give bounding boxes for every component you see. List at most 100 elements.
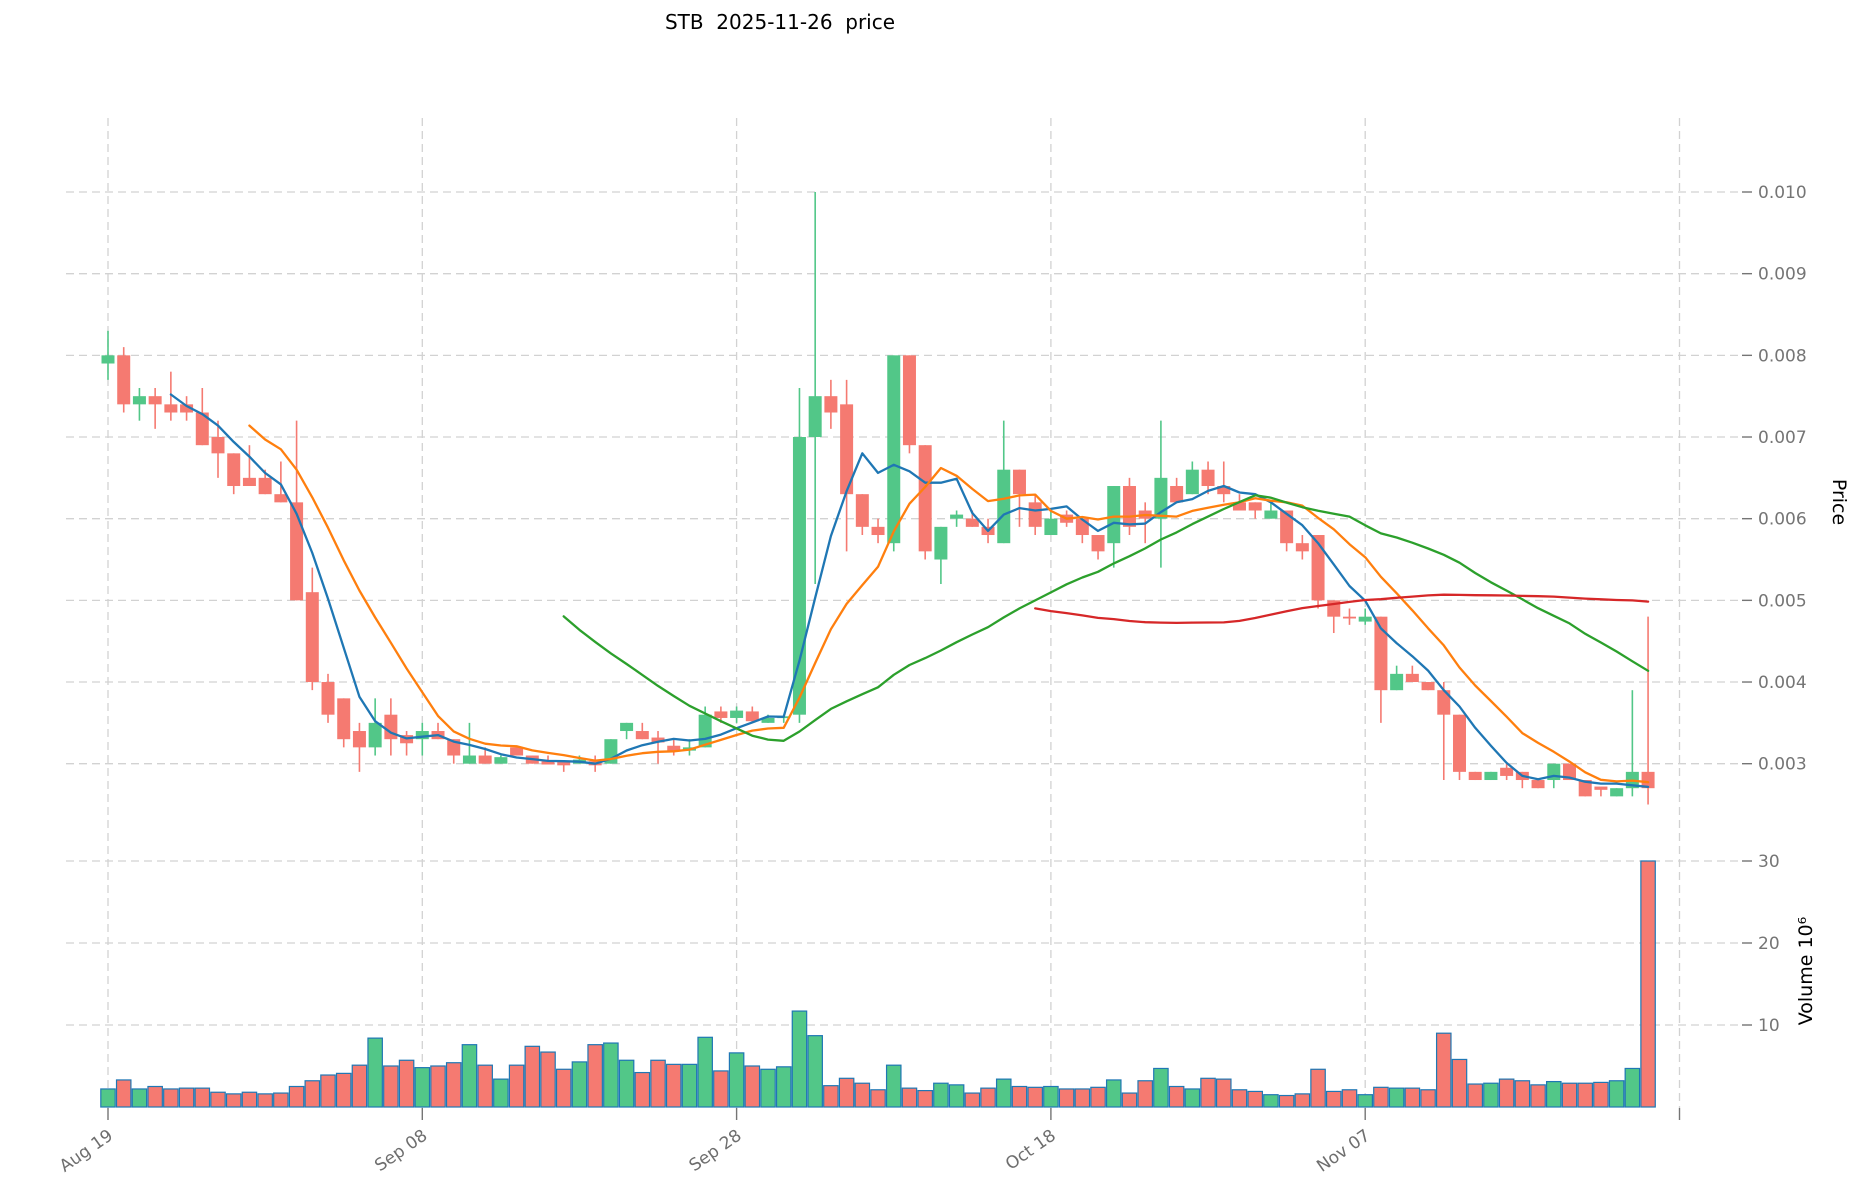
candle-body [714, 711, 728, 718]
volume-bar [477, 1064, 493, 1108]
volume-bar [681, 1063, 698, 1108]
candle-body [305, 592, 319, 683]
price-tick-label: 0.004 [1758, 673, 1807, 693]
volume-bar [1373, 1086, 1389, 1108]
candle-body [918, 445, 932, 552]
candle-body [1217, 486, 1231, 495]
volume-bar [1388, 1087, 1405, 1108]
candle-body [242, 477, 256, 487]
candle-body [258, 477, 272, 495]
candle-body [997, 469, 1011, 544]
volume-bar [1058, 1088, 1075, 1108]
volume-bars [100, 860, 1656, 1108]
candle-body [871, 526, 885, 536]
candle-body [1075, 518, 1089, 536]
volume-bar [1451, 1058, 1468, 1108]
candle-body [290, 502, 304, 601]
candle-body [1295, 543, 1309, 552]
volume-bar [1278, 1094, 1295, 1108]
volume-bar [1105, 1079, 1122, 1108]
volume-bar [1357, 1094, 1373, 1108]
ma-30-polyline [562, 494, 1650, 742]
candle-body [117, 355, 131, 405]
volume-bar [964, 1092, 981, 1108]
price-tick-label: 0.006 [1758, 510, 1807, 530]
candle-body [1232, 502, 1246, 511]
volume-bar [1404, 1087, 1421, 1108]
candle-body [824, 396, 838, 413]
chart-title: STB 2025-11-26 price [664, 10, 896, 34]
volume-bar [1090, 1086, 1106, 1108]
candle-body [1531, 780, 1545, 789]
candle-body [1264, 510, 1278, 519]
volume-bar [870, 1089, 886, 1108]
candle-body [1107, 486, 1121, 544]
volume-bar [760, 1068, 776, 1108]
ma-10-polyline [248, 424, 1650, 784]
volume-bar [335, 1072, 352, 1108]
price-tick-label: 0.010 [1758, 183, 1807, 203]
volume-bar [980, 1087, 996, 1108]
candle-body [1610, 788, 1624, 797]
candle-body [1641, 771, 1655, 789]
candle-body [274, 494, 288, 503]
volume-bar [1215, 1078, 1232, 1108]
volume-bar [1593, 1081, 1609, 1108]
volume-bar [744, 1065, 761, 1108]
volume-bar [1640, 860, 1656, 1108]
candle-body [1484, 771, 1498, 781]
candle-body [180, 404, 194, 413]
volume-bar [1263, 1094, 1279, 1108]
volume-bar [1137, 1080, 1153, 1108]
candle-body [1122, 486, 1136, 527]
volume-bar [1577, 1082, 1594, 1108]
volume-bar [948, 1084, 965, 1108]
volume-bar [1483, 1082, 1499, 1108]
candle-body [1185, 469, 1199, 495]
volume-bar [383, 1065, 399, 1108]
volume-bar [571, 1061, 588, 1108]
volume-bar [917, 1089, 933, 1108]
candle-body [1044, 518, 1058, 536]
volume-bar [775, 1066, 792, 1108]
price-tick-label: 0.007 [1758, 428, 1807, 448]
volume-bar [1184, 1088, 1201, 1108]
volume-bar [1310, 1068, 1326, 1108]
candle-body [840, 404, 854, 495]
volume-bar [398, 1059, 415, 1108]
candle-body [855, 494, 869, 527]
volume-bar [854, 1082, 871, 1108]
candle-body [337, 698, 351, 740]
candle-body [1358, 616, 1372, 622]
volume-bar [823, 1085, 839, 1108]
candle-body [1437, 690, 1451, 715]
volume-bar [885, 1064, 902, 1108]
ma-line-5 [169, 393, 1650, 789]
volume-bar [1168, 1085, 1185, 1108]
candle-body [1594, 786, 1608, 790]
volume-bar [115, 1079, 132, 1108]
candle-body [164, 404, 178, 413]
volume-bar [367, 1037, 383, 1108]
price-tick-label: 0.008 [1758, 346, 1807, 366]
volume-bar [1011, 1085, 1028, 1108]
price-axis-label: Price [1828, 478, 1850, 526]
volume-bar [1325, 1090, 1342, 1108]
volume-bar [1420, 1089, 1436, 1108]
candle-body [1248, 502, 1262, 511]
volume-bar [933, 1082, 949, 1108]
date-tick-labels: Aug 19 Sep 08 Sep 28 Oct 18 Nov 07 [56, 1108, 1681, 1177]
volume-bar [131, 1088, 148, 1108]
candle-body [1012, 469, 1026, 495]
volume-bar [1200, 1077, 1216, 1108]
volume-bar [1514, 1080, 1531, 1108]
candle-body [761, 717, 775, 723]
date-tick-label: Sep 08 [371, 1126, 431, 1176]
volume-tick-label: 10 [1758, 1016, 1780, 1036]
volume-bar [178, 1087, 195, 1108]
candle-body [211, 437, 225, 454]
candle-body [635, 731, 649, 740]
ma-line-30 [562, 494, 1650, 742]
candle-body [1390, 673, 1404, 691]
volume-bar [1498, 1078, 1515, 1108]
